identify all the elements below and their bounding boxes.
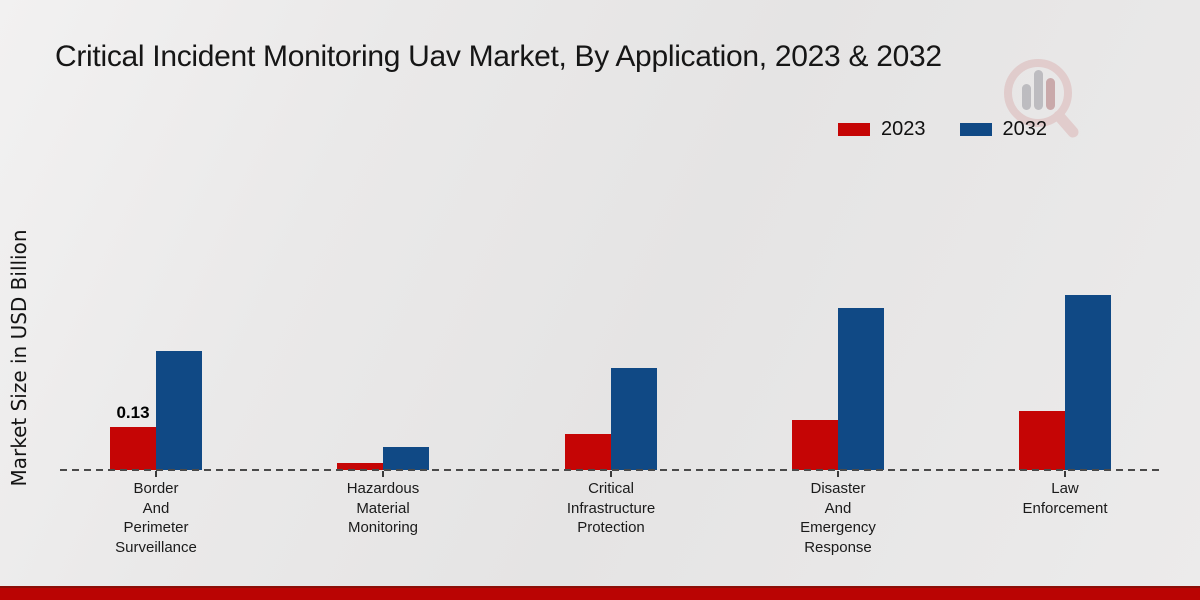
footer-dark-line xyxy=(0,586,1200,588)
bar-2032-category-0[interactable] xyxy=(156,351,202,470)
category-label-2: Critical Infrastructure Protection xyxy=(566,480,656,536)
bar-2023-category-0[interactable] xyxy=(110,427,156,470)
legend-item-2023[interactable]: 2023 xyxy=(838,118,926,141)
category-label-0: Border And Perimeter Surveillance xyxy=(115,480,197,556)
legend-swatch-2023 xyxy=(838,123,870,136)
legend-label-2032: 2032 xyxy=(1002,118,1048,140)
footer-band xyxy=(0,586,1200,600)
bar-2032-category-4[interactable] xyxy=(1065,295,1111,470)
bar-2023-category-2[interactable] xyxy=(565,434,611,470)
x-axis-baseline xyxy=(60,469,1161,471)
bar-2023-category-4[interactable] xyxy=(1019,411,1065,470)
bar-2023-category-1[interactable] xyxy=(337,463,383,470)
chart-title: Critical Incident Monitoring Uav Market,… xyxy=(55,40,942,73)
legend-label-2023: 2023 xyxy=(881,118,926,140)
bar-2032-category-2[interactable] xyxy=(611,368,657,470)
y-axis-title: Market Size in USD Billion xyxy=(7,229,31,487)
category-label-1: Hazardous Material Monitoring xyxy=(346,480,420,536)
legend-swatch-2032 xyxy=(959,123,992,136)
bar-data-label: 0.13 xyxy=(116,403,150,422)
category-label-4: Law Enforcement xyxy=(1022,480,1108,517)
legend-item-2032[interactable]: 2032 xyxy=(959,118,1048,141)
bar-2032-category-1[interactable] xyxy=(383,447,429,470)
magnifier-bar-chart-logo-icon xyxy=(1004,59,1079,138)
x-axis-tick xyxy=(837,471,839,477)
x-axis-tick xyxy=(382,471,384,477)
category-label-3: Disaster And Emergency Response xyxy=(800,480,876,556)
bar-2032-category-3[interactable] xyxy=(838,308,884,470)
bar-2023-category-3[interactable] xyxy=(792,420,838,470)
x-axis-tick xyxy=(1064,471,1066,477)
x-axis-tick xyxy=(610,471,612,477)
footer-red-strip xyxy=(0,588,1200,600)
x-axis-tick xyxy=(155,471,157,477)
legend: 2023 2032 xyxy=(838,118,1047,141)
